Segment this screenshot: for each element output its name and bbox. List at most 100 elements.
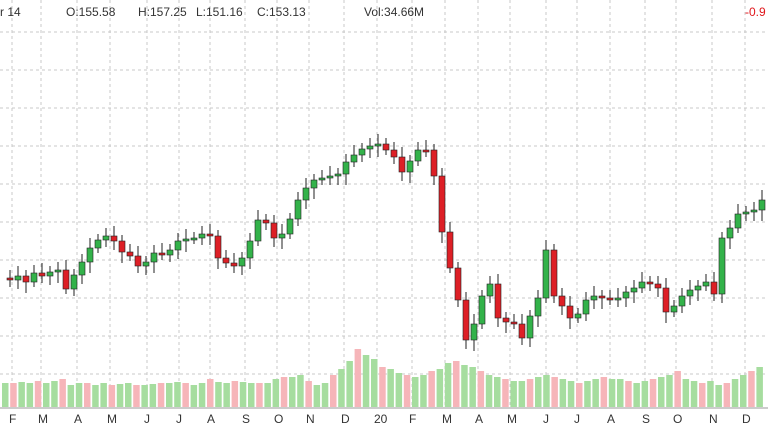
candle-body <box>22 275 30 283</box>
candle-body <box>534 297 542 317</box>
x-tick-label: 20 <box>374 412 388 426</box>
volume-bars <box>2 349 763 407</box>
candle-body <box>742 211 750 215</box>
volume-bar <box>174 382 181 407</box>
candle-body <box>510 321 518 325</box>
candle-body <box>254 219 262 242</box>
candle-body <box>86 247 94 263</box>
x-tick-label: D <box>341 412 350 426</box>
volume-bar <box>84 383 91 407</box>
candle-body <box>414 149 422 162</box>
volume-bar <box>518 381 526 407</box>
volume-bar <box>690 381 698 407</box>
grid <box>0 0 768 409</box>
volume-bar <box>699 383 706 407</box>
candle-body <box>286 218 294 235</box>
candle-body <box>278 233 286 239</box>
header-low: L:151.16 <box>196 5 243 19</box>
candle-body <box>670 305 678 313</box>
volume-bar <box>477 371 485 407</box>
candle-body <box>502 317 510 323</box>
volume-bar <box>330 375 337 407</box>
candle-body <box>294 199 302 220</box>
volume-bar <box>666 375 673 407</box>
volume-bar <box>428 371 435 407</box>
x-tick-label: M <box>442 412 452 426</box>
x-tick-label: O <box>274 412 283 426</box>
volume-bar <box>608 379 616 407</box>
volume-bar <box>190 385 198 407</box>
candle-body <box>422 149 430 153</box>
candle-body <box>270 222 278 239</box>
volume-bar <box>559 379 567 407</box>
candle-body <box>358 148 366 156</box>
x-tick-label: J <box>574 412 580 426</box>
candle-body <box>230 262 238 267</box>
candle-body <box>46 271 54 277</box>
volume-bar <box>272 379 280 407</box>
volume-bar <box>223 383 230 407</box>
volume-bar <box>321 383 329 407</box>
volume-bar <box>567 381 575 407</box>
x-tick-label: O <box>673 412 682 426</box>
candle-body <box>214 235 222 259</box>
candle-body <box>174 240 182 251</box>
candle-body <box>590 295 598 301</box>
volume-bar <box>362 355 370 407</box>
candle-body <box>166 249 174 256</box>
volume-bar <box>674 371 681 407</box>
volume-bar <box>707 381 714 407</box>
volume-bar <box>141 385 148 407</box>
volume-bar <box>453 361 460 407</box>
volume-bar <box>485 375 493 407</box>
candle-body <box>102 235 110 241</box>
volume-bar <box>731 379 739 407</box>
volume-bar <box>198 383 206 407</box>
candle-body <box>222 257 230 264</box>
volume-bar <box>18 382 25 407</box>
candle-body <box>478 295 486 325</box>
candle-body <box>14 275 22 281</box>
volume-bar <box>338 369 345 407</box>
volume-bar <box>231 381 239 407</box>
candle-body <box>262 219 270 224</box>
candle-body <box>54 269 62 273</box>
candle-body <box>574 313 582 319</box>
volume-bar <box>108 385 116 407</box>
candle-body <box>238 257 246 267</box>
candle-body <box>710 281 718 295</box>
volume-bar <box>256 383 263 407</box>
volume-bar <box>26 383 34 407</box>
volume-bar <box>576 383 583 407</box>
candle-body <box>206 233 214 237</box>
volume-bar <box>600 377 608 407</box>
candle-body <box>190 237 198 241</box>
candle-body <box>38 272 46 277</box>
x-tick-label: F <box>9 412 16 426</box>
candle-body <box>134 255 142 267</box>
candle-body <box>334 173 342 177</box>
x-axis: F M A M J J A S O N D 20 F M A M J J A S O N D <box>9 412 751 426</box>
volume-bar <box>379 367 386 407</box>
candle-body <box>686 289 694 297</box>
candle-body <box>662 287 670 313</box>
candle-body <box>630 287 638 293</box>
candle-body <box>694 285 702 291</box>
volume-bar <box>166 383 173 407</box>
volume-bar <box>92 385 99 407</box>
x-tick-label: S <box>642 412 650 426</box>
candle-body <box>438 175 446 233</box>
volume-bar <box>420 375 427 407</box>
candle-body <box>646 281 654 285</box>
volume-bar <box>305 381 312 407</box>
candle-body <box>622 291 630 299</box>
candle-body <box>70 274 78 290</box>
volume-bar <box>264 383 271 407</box>
volume-bar <box>682 379 690 407</box>
candle-body <box>486 283 494 297</box>
volume-bar <box>59 379 66 407</box>
header-open: O:155.58 <box>66 5 116 19</box>
volume-bar <box>756 367 763 407</box>
